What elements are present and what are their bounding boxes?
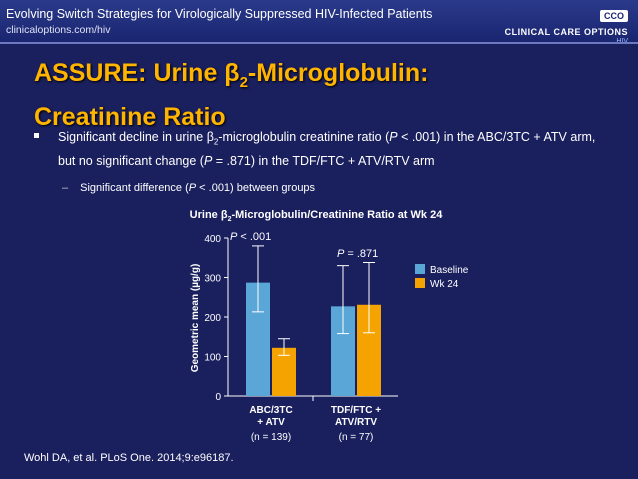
slide-title: ASSURE: Urine β2-Microglobulin: Creatini… xyxy=(34,56,428,134)
bullet-item: Significant decline in urine β2-microglo… xyxy=(34,128,614,170)
p-value-annotation: P < .001 xyxy=(230,231,271,243)
sub-bullet: – Significant difference (P < .001) betwe… xyxy=(62,182,315,194)
bar-wk-24 xyxy=(272,347,296,396)
legend-label: Wk 24 xyxy=(430,279,459,290)
x-tick-label-n: (n = 139) xyxy=(251,432,291,443)
legend-swatch xyxy=(415,264,425,274)
logo-badge: CCO xyxy=(600,10,628,22)
title-line2: Creatinine Ratio xyxy=(34,103,226,131)
x-tick-label: + ATV xyxy=(257,417,285,428)
bullet-marker xyxy=(34,133,39,138)
logo: CCO CLINICAL CARE OPTIONS HIV xyxy=(505,6,628,45)
bullet-text: Significant decline in urine β2-microglo… xyxy=(58,130,596,168)
p-value-annotation: P = .871 xyxy=(337,248,378,260)
x-tick-label-n: (n = 77) xyxy=(339,432,374,443)
y-tick-label: 200 xyxy=(204,313,221,324)
title-subscript: 2 xyxy=(239,74,248,91)
legend-label: Baseline xyxy=(430,265,469,276)
dash-marker: – xyxy=(62,182,69,194)
header-divider xyxy=(0,42,638,44)
sub-bullet-text: Significant difference (P < .001) betwee… xyxy=(80,182,316,194)
citation: Wohl DA, et al. PLoS One. 2014;9:e96187. xyxy=(24,452,234,464)
x-tick-label: ATV/RTV xyxy=(335,417,377,428)
header-url[interactable]: clinicaloptions.com/hiv xyxy=(6,24,111,36)
x-tick-label: TDF/FTC + xyxy=(331,405,381,416)
x-tick-label: ABC/3TC xyxy=(249,405,292,416)
title-suffix: -Microglobulin: xyxy=(247,59,429,87)
chart-title: Urine β2-Microglobulin/Creatinine Ratio … xyxy=(190,209,444,223)
logo-text: CLINICAL CARE OPTIONS xyxy=(504,27,628,37)
header-bar: Evolving Switch Strategies for Virologic… xyxy=(0,0,638,45)
y-tick-label: 0 xyxy=(215,392,221,403)
y-axis-label: Geometric mean (µg/g) xyxy=(190,264,201,373)
y-tick-label: 400 xyxy=(204,234,221,245)
y-tick-label: 300 xyxy=(204,274,221,285)
logo-sub: HIV xyxy=(505,38,628,45)
legend-swatch xyxy=(415,278,425,288)
header-title: Evolving Switch Strategies for Virologic… xyxy=(6,7,433,21)
title-prefix: ASSURE: Urine β xyxy=(34,59,240,87)
y-tick-label: 100 xyxy=(204,353,221,364)
